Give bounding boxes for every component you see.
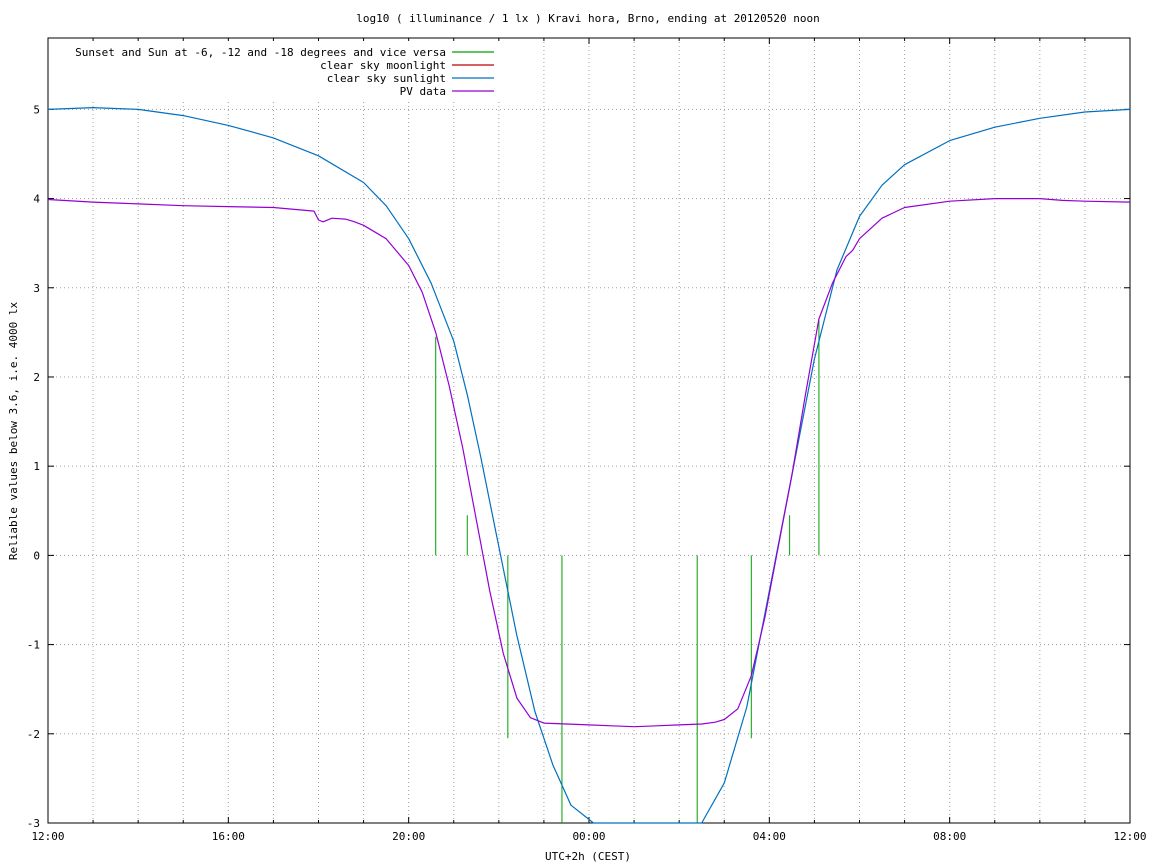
legend-background bbox=[50, 41, 502, 101]
x-tick-label: 12:00 bbox=[31, 830, 64, 843]
legend-label: clear sky sunlight bbox=[327, 72, 446, 85]
sun-markers bbox=[435, 318, 820, 823]
y-tick-label: -2 bbox=[27, 728, 40, 741]
series-line-pv-data bbox=[47, 198, 1131, 728]
x-tick-label: 04:00 bbox=[753, 830, 786, 843]
y-tick-label: 2 bbox=[33, 371, 40, 384]
y-tick-label: -3 bbox=[27, 817, 40, 830]
x-tick-label: 20:00 bbox=[392, 830, 425, 843]
y-tick-label: -1 bbox=[27, 639, 40, 652]
y-tick-label: 1 bbox=[33, 460, 40, 473]
y-axis-label: Reliable values below 3.6, i.e. 4000 lx bbox=[7, 301, 20, 560]
chart-title: log10 ( illuminance / 1 lx ) Kravi hora,… bbox=[356, 12, 820, 25]
y-tick-label: 0 bbox=[33, 549, 40, 562]
x-tick-label: 00:00 bbox=[572, 830, 605, 843]
legend-label: Sunset and Sun at -6, -12 and -18 degree… bbox=[75, 46, 446, 59]
x-axis-label: UTC+2h (CEST) bbox=[545, 850, 631, 863]
x-tick-label: 12:00 bbox=[1113, 830, 1146, 843]
x-tick-label: 16:00 bbox=[212, 830, 245, 843]
y-tick-label: 3 bbox=[33, 282, 40, 295]
legend-label: PV data bbox=[400, 85, 446, 98]
y-tick-label: 4 bbox=[33, 193, 40, 206]
axis-ticks: -3 -2 -1 0 1 2 3 4 5 12:00 16:00 20:00 00:00 04:00 08:… bbox=[27, 38, 1147, 843]
legend: Sunset and Sun at -6, -12 and -18 degree… bbox=[75, 46, 494, 98]
series-line-clear-sky-sunlight bbox=[47, 106, 1131, 824]
grid bbox=[48, 38, 1130, 823]
y-tick-label: 5 bbox=[33, 103, 40, 116]
x-tick-label: 08:00 bbox=[933, 830, 966, 843]
series-lines bbox=[47, 106, 1131, 824]
legend-label: clear sky moonlight bbox=[320, 59, 446, 72]
